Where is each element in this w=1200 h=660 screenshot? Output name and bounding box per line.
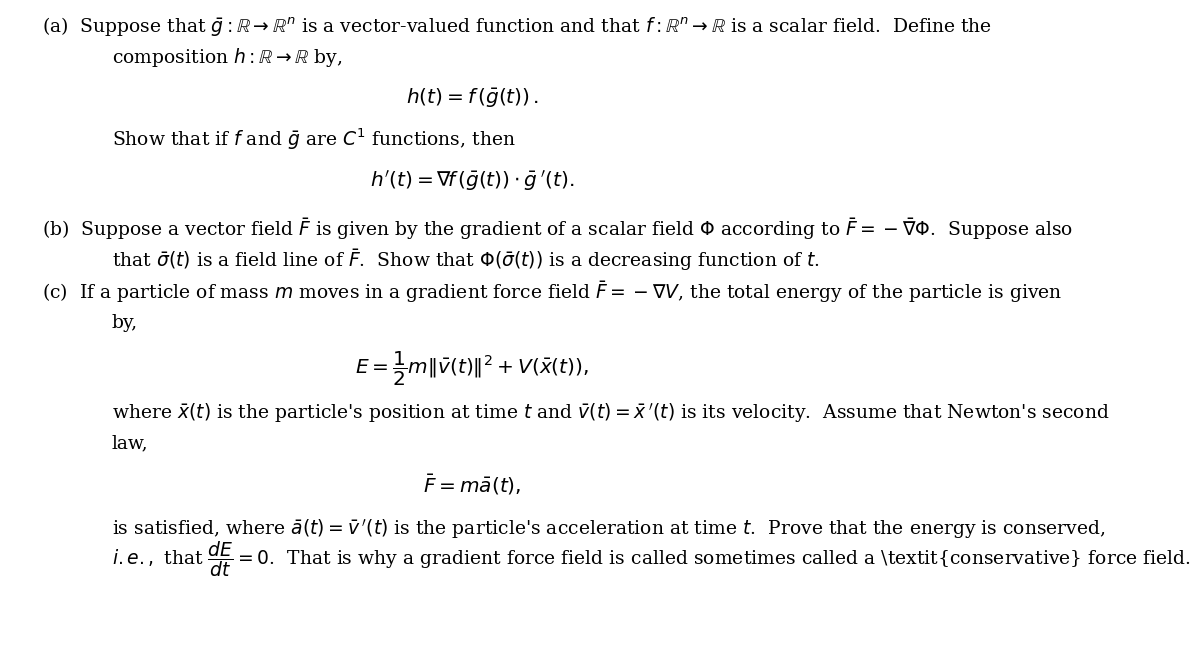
Text: Show that if $f$ and $\bar{g}$ are $C^1$ functions, then: Show that if $f$ and $\bar{g}$ are $C^1$… <box>112 126 516 152</box>
Text: law,: law, <box>112 434 149 452</box>
Text: $\bar{F} = m\bar{a}(t),$: $\bar{F} = m\bar{a}(t),$ <box>422 473 521 497</box>
Text: (b)  Suppose a vector field $\bar{F}$ is given by the gradient of a scalar field: (b) Suppose a vector field $\bar{F}$ is … <box>42 216 1073 242</box>
Text: $h'(t) = \nabla\!f\,(\bar{g}(t)) \cdot \bar{g}\,'(t).$: $h'(t) = \nabla\!f\,(\bar{g}(t)) \cdot \… <box>370 170 575 193</box>
Text: (c)  If a particle of mass $m$ moves in a gradient force field $\bar{F} = -\nabl: (c) If a particle of mass $m$ moves in a… <box>42 279 1062 305</box>
Text: $h(t) = f\,(\bar{g}(t))\,.$: $h(t) = f\,(\bar{g}(t))\,.$ <box>406 87 539 110</box>
Text: composition $h : \mathbb{R} \to \mathbb{R}$ by,: composition $h : \mathbb{R} \to \mathbb{… <box>112 46 342 69</box>
Text: $i.e.,$ that $\dfrac{dE}{dt} = 0$.  That is why a gradient force field is called: $i.e.,$ that $\dfrac{dE}{dt} = 0$. That … <box>112 539 1190 579</box>
Text: $E = \dfrac{1}{2}m\|\bar{v}(t)\|^2 + V(\bar{x}(t)),$: $E = \dfrac{1}{2}m\|\bar{v}(t)\|^2 + V(\… <box>355 350 589 388</box>
Text: is satisfied, where $\bar{a}(t) = \bar{v}\,'(t)$ is the particle's acceleration : is satisfied, where $\bar{a}(t) = \bar{v… <box>112 517 1105 541</box>
Text: where $\bar{x}(t)$ is the particle's position at time $t$ and $\bar{v}(t) = \bar: where $\bar{x}(t)$ is the particle's pos… <box>112 401 1110 425</box>
Text: (a)  Suppose that $\bar{g} : \mathbb{R} \to \mathbb{R}^n$ is a vector-valued fun: (a) Suppose that $\bar{g} : \mathbb{R} \… <box>42 15 991 39</box>
Text: that $\bar{\sigma}(t)$ is a field line of $\bar{F}$.  Show that $\Phi(\bar{\sigm: that $\bar{\sigma}(t)$ is a field line o… <box>112 247 820 273</box>
Text: by,: by, <box>112 314 138 332</box>
